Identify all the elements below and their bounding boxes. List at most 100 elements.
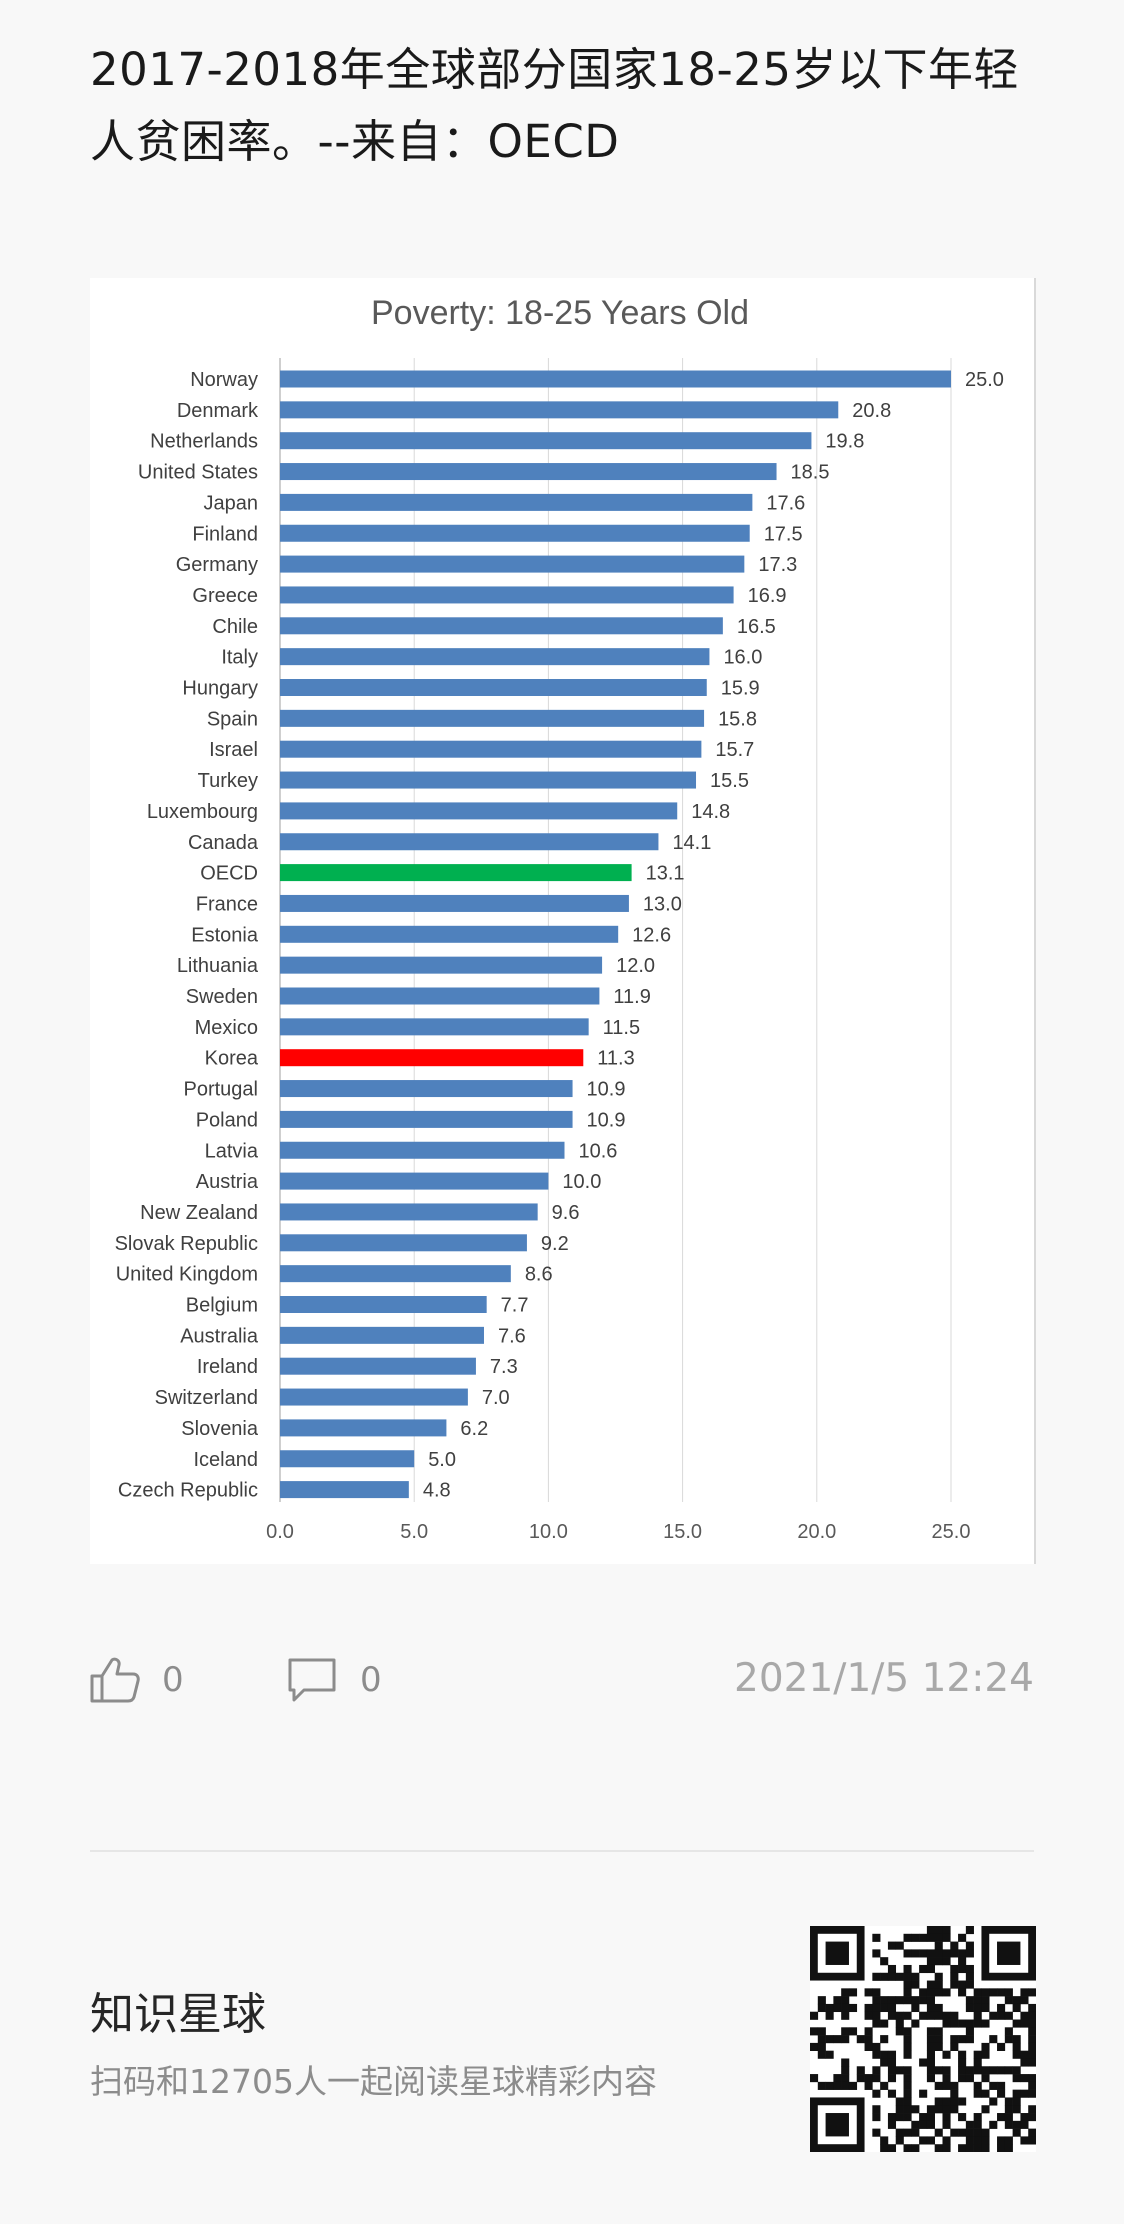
- qr-module: [911, 1972, 920, 1981]
- value-label: 9.6: [552, 1202, 580, 1224]
- qr-module: [965, 1980, 974, 1989]
- category-label: Portugal: [184, 1079, 259, 1101]
- qr-module: [864, 2011, 873, 2020]
- qr-module: [1020, 2074, 1029, 2083]
- bar: [280, 1049, 584, 1067]
- qr-module: [981, 2019, 990, 2028]
- qr-module: [887, 2058, 897, 2067]
- qr-module: [872, 1972, 881, 1981]
- qr-module: [825, 2035, 834, 2044]
- bar: [280, 1296, 487, 1313]
- bar: [280, 987, 600, 1005]
- value-label: 15.8: [718, 708, 757, 730]
- qr-module: [934, 2027, 943, 2036]
- qr-module: [942, 2113, 951, 2122]
- qr-module: [1012, 2042, 1021, 2051]
- bar: [280, 925, 619, 943]
- x-tick-label: 25.0: [932, 1521, 971, 1543]
- bar: [280, 1203, 538, 1221]
- qr-module: [911, 1980, 920, 1989]
- qr-module: [817, 2035, 826, 2044]
- bar: [280, 370, 951, 388]
- qr-module: [950, 1941, 959, 1950]
- qr-module: [942, 2074, 951, 2083]
- qr-module: [1012, 2128, 1021, 2137]
- qr-module: [903, 2011, 912, 2020]
- qr-module: [872, 2019, 881, 2028]
- qr-module: [958, 1964, 967, 1974]
- qr-module: [958, 1988, 967, 1997]
- qr-module: [903, 2113, 912, 2122]
- qr-module: [1028, 2042, 1037, 2051]
- qr-module: [895, 2011, 904, 2020]
- qr-module: [926, 1949, 935, 1958]
- qr-module: [1020, 2050, 1029, 2059]
- qr-module: [872, 1949, 881, 1958]
- qr-module: [997, 1941, 1021, 1965]
- qr-module: [903, 1996, 912, 2005]
- qr-module: [973, 2136, 982, 2145]
- qr-module: [810, 2074, 819, 2083]
- qr-module: [919, 2113, 928, 2122]
- qr-module: [825, 2011, 834, 2020]
- qr-module: [1012, 2074, 1021, 2083]
- x-tick-label: 20.0: [797, 1521, 836, 1543]
- category-label: Spain: [207, 708, 258, 730]
- like-count: 0: [162, 1660, 184, 1700]
- qr-module: [926, 2074, 935, 2083]
- qr-module: [958, 2128, 967, 2137]
- qr-module: [841, 2058, 850, 2067]
- qr-module: [958, 1949, 967, 1958]
- bar: [280, 463, 777, 481]
- chart-title: Poverty: 18-25 Years Old: [371, 294, 749, 332]
- qr-module: [950, 2019, 959, 2028]
- qr-module: [926, 1996, 935, 2005]
- value-label: 19.8: [825, 431, 864, 453]
- qr-module: [880, 2003, 889, 2013]
- qr-module: [872, 2128, 881, 2137]
- qr-code[interactable]: [810, 1926, 1037, 2153]
- qr-module: [872, 2089, 881, 2098]
- poverty-bar-chart: Norway 25.0 Denmark 20.8 Netherlands 19.8 Unit…: [115, 294, 1004, 1543]
- qr-module: [997, 2003, 1006, 2013]
- qr-module: [926, 1933, 935, 1942]
- value-label: 4.8: [423, 1480, 451, 1502]
- bar: [280, 1388, 468, 1406]
- chart-image[interactable]: Norway 25.0 Denmark 20.8 Netherlands 19.8 Unit…: [90, 278, 1036, 1564]
- qr-module: [1028, 2027, 1037, 2036]
- comment-button[interactable]: 0: [286, 1650, 382, 1710]
- category-label: Lithuania: [177, 955, 259, 977]
- qr-module: [1020, 2113, 1029, 2122]
- qr-module: [942, 1933, 951, 1942]
- category-label: Ireland: [197, 1356, 258, 1378]
- chart-x-ticks: 0.0 5.0 10.0 15.0 20.0 25.0: [266, 1521, 970, 1543]
- bar: [280, 802, 678, 820]
- qr-module: [942, 2136, 951, 2145]
- qr-module: [965, 1949, 974, 1958]
- qr-module: [1004, 1996, 1013, 2005]
- divider: [90, 1850, 1034, 1852]
- qr-module: [973, 2058, 982, 2067]
- qr-module: [1028, 2074, 1037, 2083]
- qr-module: [872, 2074, 881, 2083]
- like-button[interactable]: 0: [90, 1650, 184, 1710]
- qr-module: [1004, 2105, 1013, 2114]
- qr-module: [810, 2027, 819, 2036]
- qr-module: [958, 1957, 967, 1966]
- category-label: Czech Republic: [118, 1480, 258, 1502]
- qr-module: [911, 1996, 920, 2005]
- qr-module: [973, 2003, 982, 2013]
- qr-module: [903, 1988, 912, 1997]
- qr-module: [958, 2066, 967, 2075]
- qr-module: [950, 1949, 959, 1958]
- qr-module: [903, 1964, 912, 1974]
- qr-module: [965, 2120, 974, 2129]
- value-label: 11.3: [597, 1048, 634, 1070]
- bar: [280, 1141, 565, 1159]
- bar: [280, 493, 753, 511]
- qr-module: [973, 2019, 982, 2028]
- value-label: 17.5: [764, 523, 803, 545]
- qr-module: [934, 1988, 943, 1997]
- qr-module: [934, 1949, 943, 1958]
- qr-module: [848, 2027, 858, 2036]
